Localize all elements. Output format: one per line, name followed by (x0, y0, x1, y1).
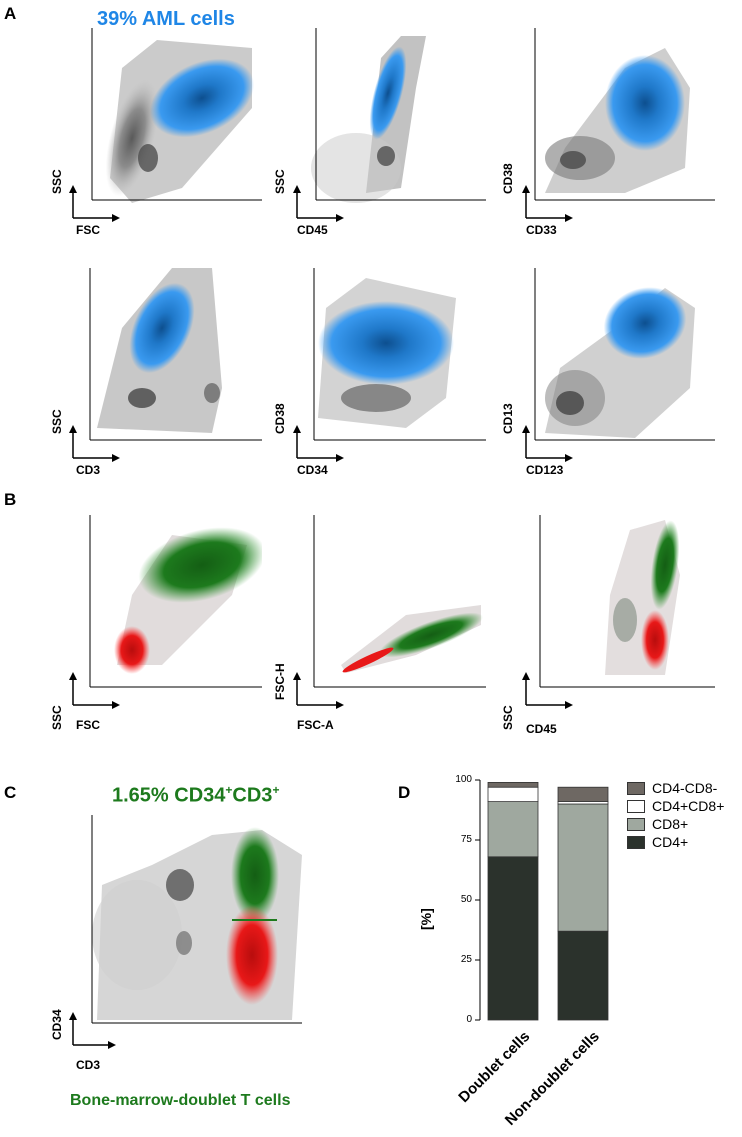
title-text-2: CD3 (232, 784, 273, 807)
y-tick-label: 0 (466, 1014, 472, 1025)
panel-a-title: 39% AML cells (97, 8, 235, 30)
axis-label-x: FSC-A (297, 718, 334, 732)
legend-swatch (627, 836, 645, 849)
legend-swatch (627, 800, 645, 813)
y-tick-label: 50 (460, 894, 472, 905)
stacked-bar-chart (475, 779, 609, 1021)
axis-label-x: FSC (76, 223, 100, 237)
axis-label-x: CD3 (76, 1058, 101, 1072)
legend-label: CD8+ (652, 816, 689, 832)
axis-label-y: SSC (50, 169, 64, 194)
axis-label-x: CD45 (297, 223, 328, 237)
legend-label: CD4+ (652, 834, 689, 850)
scatter-fsc-ssc (69, 28, 262, 222)
axis-label-x: FSC (76, 718, 100, 732)
scatter-cd34-cd38 (293, 268, 486, 462)
legend-label: CD4+CD8+ (652, 798, 725, 814)
bar-segment (487, 781, 539, 788)
title-text-1: 1.65% CD34 (112, 784, 226, 807)
axis-label-y: CD38 (273, 403, 287, 434)
y-axis-label: [%] (418, 908, 434, 930)
axis-label-x: CD123 (526, 463, 564, 477)
y-tick-label: 25 (460, 954, 472, 965)
scatter-cd123-cd13 (522, 268, 715, 462)
axis-label-x: CD34 (297, 463, 328, 477)
bar-segment (557, 786, 609, 803)
axis-label-y: SSC (50, 705, 64, 730)
scatter-b-cd45-ssc (522, 515, 715, 709)
axis-label-x: CD33 (526, 223, 557, 237)
legend-swatch (627, 818, 645, 831)
scatter-b-fsc-ssc (69, 515, 262, 709)
panel-c-label: C (4, 783, 17, 802)
axis-label-y: FSC-H (273, 663, 287, 700)
axis-label-x: CD3 (76, 463, 101, 477)
scatter-cd33-cd38 (522, 28, 715, 222)
bar-segment (487, 801, 539, 858)
legend-swatch (627, 782, 645, 795)
scatter-cd45-ssc (293, 28, 486, 222)
panel-c-caption: Bone-marrow-doublet T cells (70, 1092, 291, 1109)
legend-label: CD4-CD8- (652, 780, 718, 796)
title-sup-1: + (225, 783, 233, 797)
bar-segment (557, 803, 609, 932)
y-tick-label: 100 (455, 774, 472, 785)
scatter-c-cd3-cd34 (69, 815, 302, 1049)
axis-label-y: SSC (501, 705, 515, 730)
bar-segment (487, 786, 539, 803)
axis-label-y: CD38 (501, 163, 515, 194)
panel-b-label: B (4, 490, 17, 509)
title-sup-2: + (272, 783, 280, 797)
scatter-cd3-ssc (69, 268, 262, 462)
bar-segment (557, 930, 609, 1021)
axis-label-y: SSC (273, 169, 287, 194)
panel-c-title: 1.65% CD34+CD3+ (112, 783, 279, 808)
axis-label-y: CD13 (501, 403, 515, 434)
axis-label-y: SSC (50, 409, 64, 434)
panel-a-label: A (4, 4, 17, 23)
bar-segment (487, 856, 539, 1021)
scatter-b-fsca-fsch (293, 515, 486, 709)
y-tick-label: 75 (460, 834, 472, 845)
axis-label-y: CD34 (50, 1009, 64, 1040)
panel-d-label: D (398, 783, 411, 802)
axis-label-x: CD45 (526, 722, 557, 736)
